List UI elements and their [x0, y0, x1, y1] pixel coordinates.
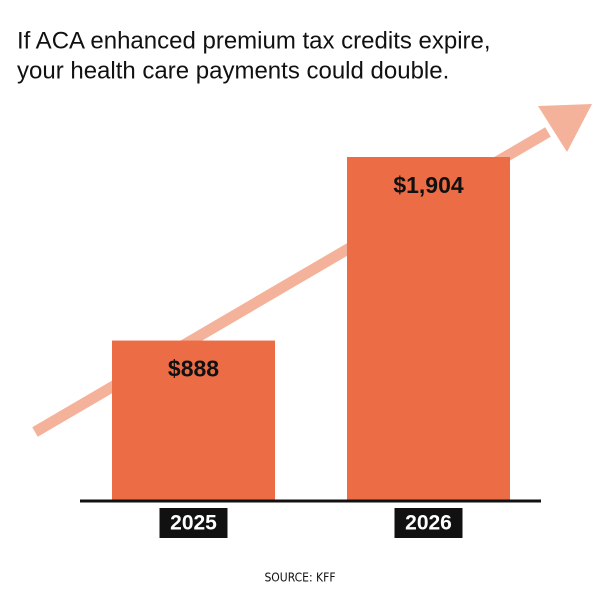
- bar: [112, 340, 275, 501]
- value-label: $888: [168, 356, 219, 382]
- subtitle-line: If ACA enhanced premium tax credits expi…: [17, 27, 491, 54]
- category-label: 2025: [170, 512, 217, 535]
- category-label-bg: [159, 508, 228, 538]
- bar: [347, 157, 510, 501]
- subtitle-line: your health care payments could double.: [17, 57, 449, 84]
- category-label-bg: [394, 508, 463, 538]
- source: SOURCE: KFF: [264, 571, 335, 585]
- arrow-head: [538, 104, 592, 152]
- value-label: $1,904: [393, 172, 464, 198]
- category-label: 2026: [405, 512, 452, 535]
